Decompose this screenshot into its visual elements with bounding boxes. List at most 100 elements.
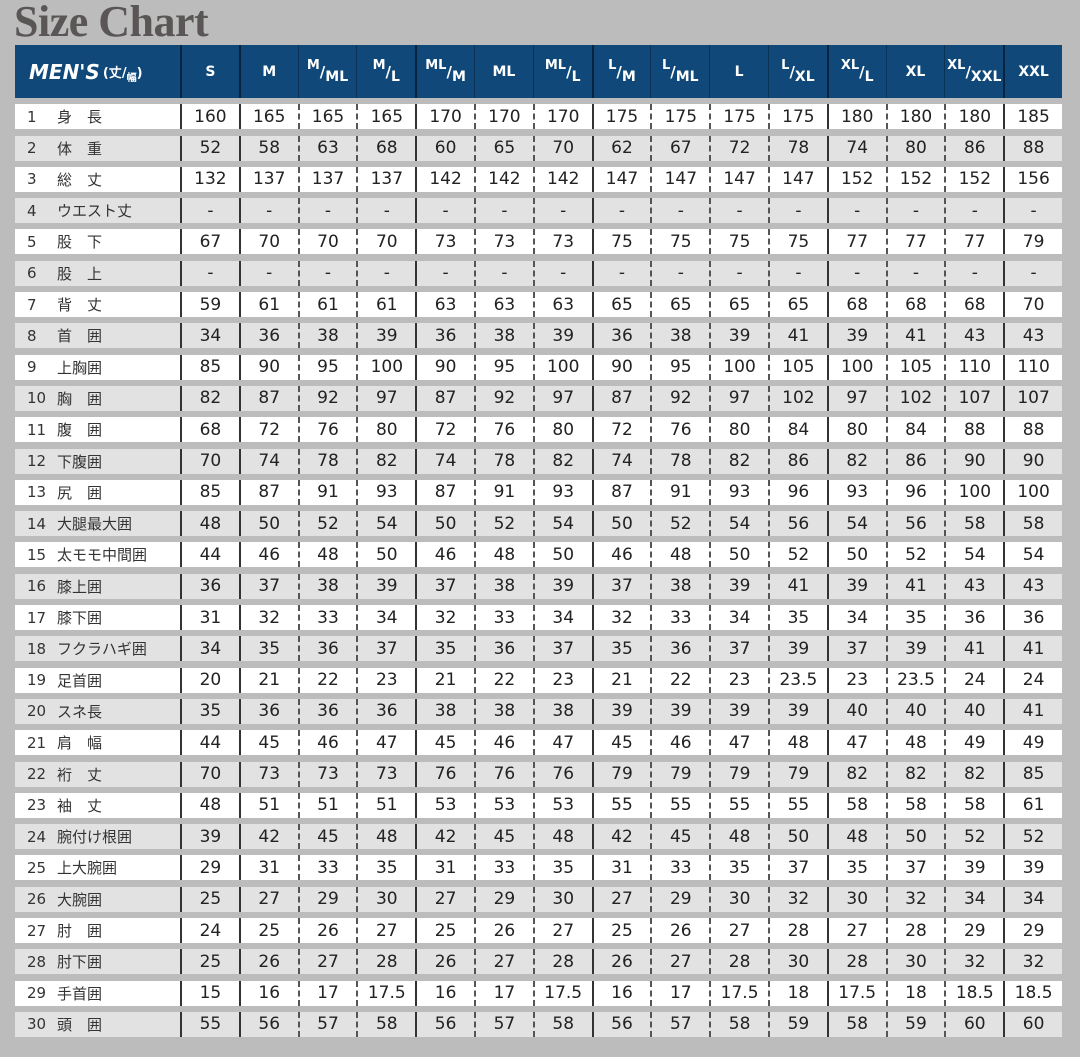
measurement-name: 膝上囲 bbox=[57, 577, 103, 596]
table-cell: 90 bbox=[415, 354, 474, 380]
mens-label: MEN'S bbox=[29, 59, 100, 84]
table-cell: 60 bbox=[944, 1011, 1003, 1037]
table-cell: 28 bbox=[709, 949, 768, 975]
size-header-ml: ML bbox=[473, 45, 533, 98]
table-header: MEN'S (丈/幅) S M M / ML M / L ML / M ML ML / L L / M L / ML L L… bbox=[15, 45, 1062, 98]
table-cell: 22 bbox=[650, 667, 709, 693]
table-cell: 68 bbox=[180, 417, 239, 443]
table-cell: 17 bbox=[650, 980, 709, 1006]
table-cell: 23.5 bbox=[885, 667, 945, 693]
table-cell: 46 bbox=[297, 730, 357, 756]
size-label: XXL bbox=[1018, 63, 1049, 80]
table-cell: 36 bbox=[356, 698, 415, 724]
table-cell: 46 bbox=[238, 542, 298, 568]
table-cell: 36 bbox=[1003, 605, 1062, 631]
table-cell: 57 bbox=[473, 1011, 533, 1037]
size-slash: / bbox=[670, 62, 676, 81]
table-cell: 82 bbox=[944, 761, 1003, 787]
table-cell: 70 bbox=[297, 229, 357, 255]
table-cell: 30 bbox=[356, 886, 415, 912]
table-cell: 48 bbox=[885, 730, 945, 756]
table-cell: 38 bbox=[297, 323, 357, 349]
table-row: 21 肩 幅 44 45 46 47 45 46 47 45 46 47 48 47 48 49 49 bbox=[15, 730, 1062, 756]
table-cell: 80 bbox=[709, 417, 768, 443]
table-cell: 55 bbox=[180, 1011, 239, 1037]
size-slash: / bbox=[446, 62, 452, 81]
table-cell: 82 bbox=[885, 761, 945, 787]
table-cell: 24 bbox=[180, 918, 239, 944]
table-cell: 40 bbox=[826, 698, 886, 724]
table-cell: - bbox=[415, 198, 474, 224]
table-cell: 23.5 bbox=[767, 667, 827, 693]
row-label: 13 尻 囲 bbox=[15, 480, 180, 505]
table-cell: 52 bbox=[297, 511, 357, 537]
row-number: 29 bbox=[27, 984, 47, 1003]
table-cell: 35 bbox=[356, 855, 415, 881]
table-cell: 33 bbox=[650, 855, 709, 881]
table-cell: 88 bbox=[1003, 417, 1062, 443]
table-cell: 76 bbox=[532, 761, 592, 787]
table-cell: - bbox=[415, 260, 474, 286]
table-cell: 73 bbox=[532, 229, 592, 255]
table-cell: 27 bbox=[238, 886, 298, 912]
table-row: 2 体 重 52 58 63 68 60 65 70 62 67 72 78 74 80 86 88 bbox=[15, 135, 1062, 161]
table-cell: 185 bbox=[1003, 104, 1062, 130]
table-cell: 65 bbox=[591, 292, 651, 318]
table-cell: - bbox=[650, 198, 709, 224]
table-cell: 50 bbox=[591, 511, 651, 537]
table-cell: 26 bbox=[415, 949, 474, 975]
table-row: 27 肘 囲 24 25 26 27 25 26 27 25 26 27 28 27 28 29 29 bbox=[15, 918, 1062, 944]
table-cell: 152 bbox=[944, 166, 1003, 192]
table-cell: 35 bbox=[709, 855, 768, 881]
page-title: Size Chart bbox=[14, 0, 209, 46]
table-cell: 95 bbox=[473, 354, 533, 380]
table-cell: 73 bbox=[415, 229, 474, 255]
table-cell: 80 bbox=[532, 417, 592, 443]
table-cell: 39 bbox=[767, 698, 827, 724]
table-cell: 49 bbox=[1003, 730, 1062, 756]
table-cell: 34 bbox=[180, 636, 239, 662]
size-header-s: S bbox=[180, 45, 239, 98]
table-cell: 65 bbox=[709, 292, 768, 318]
table-cell: - bbox=[944, 198, 1003, 224]
table-cell: 95 bbox=[297, 354, 357, 380]
row-number: 14 bbox=[27, 514, 47, 533]
table-cell: 23 bbox=[532, 667, 592, 693]
table-cell: 62 bbox=[591, 135, 651, 161]
measurement-name: フクラハギ囲 bbox=[57, 640, 147, 659]
table-cell: 31 bbox=[591, 855, 651, 881]
size-header-m-ml: M / ML bbox=[297, 45, 357, 98]
table-cell: 39 bbox=[532, 573, 592, 599]
table-cell: 105 bbox=[885, 354, 945, 380]
table-cell: 58 bbox=[532, 1011, 592, 1037]
table-cell: 40 bbox=[944, 698, 1003, 724]
measurement-name: 背 丈 bbox=[57, 296, 103, 315]
table-cell: 27 bbox=[650, 949, 709, 975]
measurement-name: 身 長 bbox=[57, 108, 103, 127]
table-cell: 70 bbox=[1003, 292, 1062, 318]
table-cell: 65 bbox=[767, 292, 827, 318]
table-cell: 142 bbox=[473, 166, 533, 192]
row-number: 6 bbox=[27, 264, 37, 283]
table-cell: 87 bbox=[238, 479, 298, 505]
row-number: 9 bbox=[27, 358, 37, 377]
table-cell: 73 bbox=[473, 229, 533, 255]
row-label: 22 裄 丈 bbox=[15, 762, 180, 787]
table-cell: 39 bbox=[356, 573, 415, 599]
table-cell: 35 bbox=[591, 636, 651, 662]
table-cell: 18.5 bbox=[1003, 980, 1062, 1006]
table-cell: 72 bbox=[591, 417, 651, 443]
table-cell: 53 bbox=[473, 792, 533, 818]
table-cell: 17.5 bbox=[532, 980, 592, 1006]
table-cell: 63 bbox=[532, 292, 592, 318]
table-cell: 100 bbox=[709, 354, 768, 380]
table-cell: 33 bbox=[297, 605, 357, 631]
table-cell: 28 bbox=[356, 949, 415, 975]
row-label: 1 身 長 bbox=[15, 104, 180, 129]
table-cell: 57 bbox=[297, 1011, 357, 1037]
table-cell: 78 bbox=[297, 448, 357, 474]
table-cell: 100 bbox=[532, 354, 592, 380]
table-cell: 39 bbox=[709, 323, 768, 349]
table-cell: 85 bbox=[180, 354, 239, 380]
table-cell: 38 bbox=[415, 698, 474, 724]
